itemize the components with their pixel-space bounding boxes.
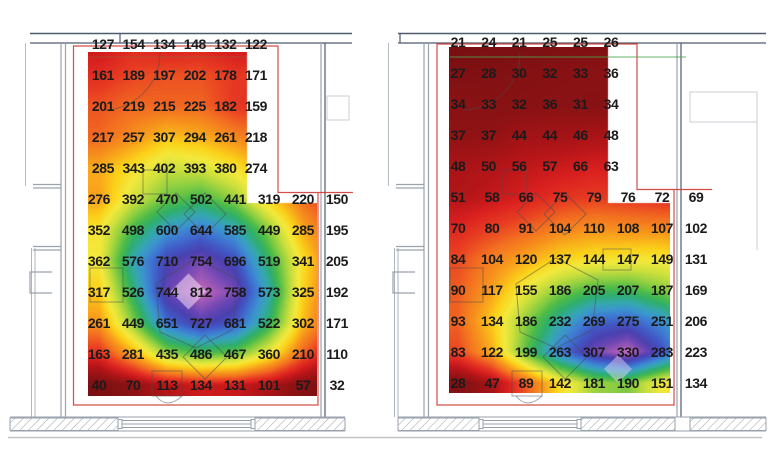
heatmap-surface-left [88,52,317,396]
heatmap-surface-right [449,47,670,393]
